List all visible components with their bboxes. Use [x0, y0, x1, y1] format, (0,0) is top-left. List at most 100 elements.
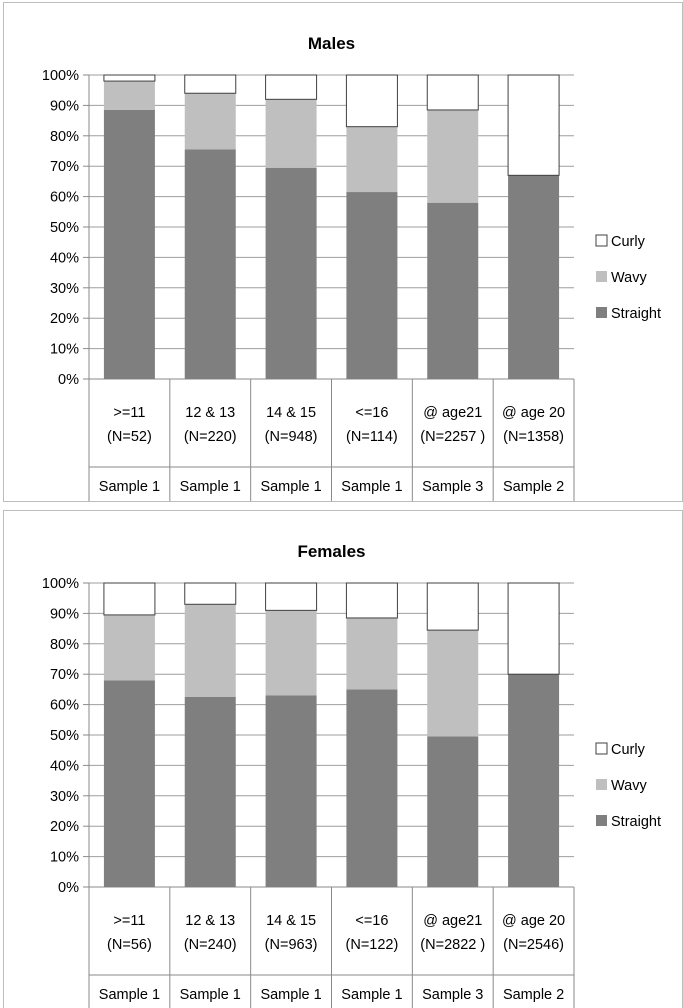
- y-tick-label: 90%: [50, 98, 79, 114]
- y-tick-label: 20%: [50, 819, 79, 835]
- y-tick-label: 70%: [50, 159, 79, 175]
- y-tick-label: 10%: [50, 850, 79, 866]
- bar-straight-segment: [184, 697, 236, 887]
- bar-wavy-segment: [427, 109, 479, 203]
- category-label: >=11: [113, 913, 145, 929]
- bar-curly-segment: [345, 582, 398, 619]
- males-chart-svg: Males 0% 10% 20% 30% 40% 50% 60% 70% 80% 90% 100% >=…: [42, 34, 661, 501]
- sample-group-label: Sample 2: [503, 987, 564, 1003]
- bar-curly-segment: [103, 74, 156, 82]
- category-label: <=16: [355, 913, 388, 929]
- y-tick-label: 30%: [50, 789, 79, 805]
- category-label: 12 & 13: [185, 405, 235, 421]
- bar-curly-segment: [507, 74, 560, 176]
- legend-label-curly: Curly: [611, 742, 646, 758]
- bar-wavy-segment: [265, 610, 317, 696]
- y-tick-label: 90%: [50, 606, 79, 622]
- y-tick-label: 20%: [50, 311, 79, 327]
- category-n-label: (N=2546): [503, 937, 564, 953]
- bar-wavy-segment: [184, 93, 236, 150]
- bar-wavy-segment: [103, 81, 155, 110]
- bar-wavy-segment: [346, 617, 398, 690]
- bar-wavy-segment: [184, 604, 236, 697]
- bar-curly-segment: [265, 74, 318, 100]
- y-tick-label: 70%: [50, 667, 79, 683]
- bar-curly-segment: [103, 582, 156, 616]
- category-label: <=16: [355, 405, 388, 421]
- sample-group-label: Sample 3: [422, 987, 483, 1003]
- category-label: 14 & 15: [266, 913, 316, 929]
- bar-straight-segment: [184, 149, 236, 379]
- category-n-label: (N=2822 ): [420, 937, 485, 953]
- females-chart-svg: Females 0% 10% 20% 30% 40% 50% 60% 70% 80% 90% 100%…: [42, 542, 661, 1008]
- y-tick-label: 80%: [50, 637, 79, 653]
- sample-group-label: Sample 3: [422, 479, 483, 495]
- category-n-label: (N=114): [346, 429, 398, 445]
- category-n-label: (N=122): [346, 937, 399, 953]
- y-tick-label: 50%: [50, 220, 79, 236]
- legend-label-straight: Straight: [611, 814, 661, 830]
- category-n-label: (N=52): [107, 429, 152, 445]
- y-tick-label: 0%: [58, 880, 79, 896]
- y-tick-label: 30%: [50, 281, 79, 297]
- category-n-label: (N=948): [265, 429, 318, 445]
- bar-straight-segment: [346, 192, 398, 379]
- bar-curly-segment: [184, 74, 237, 94]
- legend-label-wavy: Wavy: [611, 270, 647, 286]
- bar-straight-segment: [508, 175, 560, 379]
- bar-curly-segment: [507, 582, 560, 675]
- legend-swatch-straight: [596, 815, 607, 826]
- chart-title: Males: [308, 34, 355, 53]
- category-n-label: (N=2257 ): [420, 429, 485, 445]
- y-tick-label: 80%: [50, 129, 79, 145]
- males-chart: Males 0% 10% 20% 30% 40% 50% 60% 70% 80% 90% 100% >=…: [3, 2, 683, 502]
- category-label: 12 & 13: [185, 913, 235, 929]
- category-label: @ age 20: [502, 405, 565, 421]
- legend-swatch-straight: [596, 307, 607, 318]
- sample-group-label: Sample 1: [180, 987, 241, 1003]
- bar-straight-segment: [427, 736, 479, 887]
- sample-group-label: Sample 2: [503, 479, 564, 495]
- bar-wavy-segment: [427, 630, 479, 737]
- legend-swatch-curly: [595, 234, 608, 247]
- legend-label-wavy: Wavy: [611, 778, 647, 794]
- category-label: @ age21: [423, 405, 482, 421]
- y-tick-label: 40%: [50, 758, 79, 774]
- bar-straight-segment: [265, 167, 317, 379]
- y-tick-label: 10%: [50, 342, 79, 358]
- sample-group-label: Sample 1: [180, 479, 241, 495]
- bar-curly-segment: [265, 582, 318, 611]
- sample-group-label: Sample 1: [341, 479, 402, 495]
- sample-group-label: Sample 1: [99, 987, 160, 1003]
- category-label: >=11: [113, 405, 145, 421]
- legend-swatch-curly: [595, 742, 608, 755]
- category-label: @ age 20: [502, 913, 565, 929]
- sample-group-label: Sample 1: [260, 479, 321, 495]
- bar-curly-segment: [426, 74, 479, 111]
- category-n-label: (N=1358): [503, 429, 564, 445]
- females-chart: Females 0% 10% 20% 30% 40% 50% 60% 70% 80% 90% 100%…: [3, 510, 683, 1008]
- bar-straight-segment: [427, 202, 479, 379]
- category-n-label: (N=240): [184, 937, 237, 953]
- legend-label-curly: Curly: [611, 234, 646, 250]
- bar-straight-segment: [103, 109, 155, 380]
- bar-wavy-segment: [346, 126, 398, 193]
- y-tick-label: 50%: [50, 728, 79, 744]
- bar-straight-segment: [346, 689, 398, 887]
- bar-wavy-segment: [103, 614, 155, 681]
- category-label: 14 & 15: [266, 405, 316, 421]
- bar-wavy-segment: [265, 99, 317, 168]
- legend-swatch-wavy: [596, 271, 607, 282]
- legend-swatch-wavy: [596, 779, 607, 790]
- category-n-label: (N=963): [265, 937, 318, 953]
- y-tick-label: 40%: [50, 250, 79, 266]
- sample-group-label: Sample 1: [99, 479, 160, 495]
- category-n-label: (N=220): [184, 429, 237, 445]
- bar-straight-segment: [103, 680, 155, 887]
- y-tick-label: 100%: [42, 576, 79, 592]
- y-tick-label: 100%: [42, 68, 79, 84]
- y-tick-label: 60%: [50, 190, 79, 206]
- bar-curly-segment: [184, 582, 237, 605]
- sample-group-label: Sample 1: [260, 987, 321, 1003]
- category-label: @ age21: [423, 913, 482, 929]
